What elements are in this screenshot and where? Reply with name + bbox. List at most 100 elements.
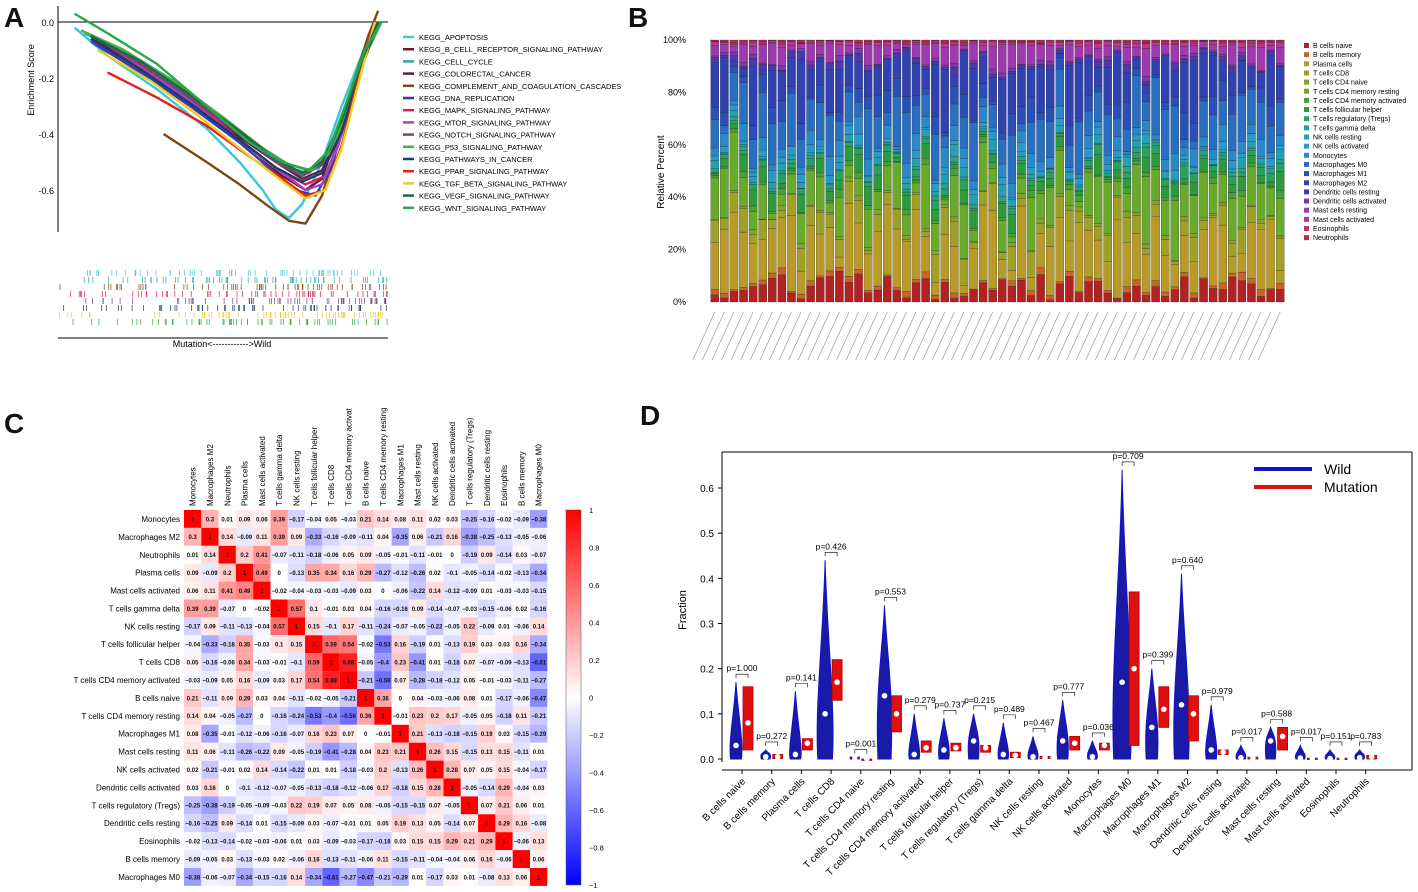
heatmap-cell-value: 0.03 [446,517,458,523]
legend-swatch-t-cells-follicular-helper [1304,107,1309,113]
sample-tick-label [1075,311,1099,361]
bar-segment-t-cells-cd4-naive [969,241,978,243]
bar-segment-t-cells-regulatory-tregs [729,120,739,124]
bar-segment-b-cells-naive [1074,292,1084,303]
bar-segment-t-cells-follicular-helper [892,157,902,162]
bar-segment-dendritic-cells-resting [806,64,815,71]
heatmap-cell [322,796,340,815]
heatmap-cell [374,832,392,851]
bar-segment-t-cells-regulatory-tregs [844,142,854,147]
bar-segment-b-cells-memory [1065,271,1074,277]
bar-segment-macrophages-m2 [787,57,796,87]
bar-segment-dendritic-cells-resting [1103,60,1112,68]
bar-segment-mast-cells-activated [729,43,739,47]
heatmap-cell-value: 0.16 [516,822,528,828]
heatmap-cell-value: 0.01 [464,875,476,881]
bar-segment-b-cells-naive [998,279,1007,303]
bar-segment-monocytes [844,121,854,126]
bar-segment-nk-cells-activated [892,149,902,152]
bar-segment-mast-cells-resting [1237,47,1247,53]
stacked-bar [930,39,940,303]
bar-segment-macrophages-m1 [1151,74,1160,78]
heatmap-cell-value: 0 [450,553,454,559]
bar-segment-nk-cells-resting [1170,179,1180,182]
heatmap-cell-value: −0.06 [514,696,530,702]
heatmap-cell-value: 0.01 [429,643,441,649]
bar-segment-dendritic-cells-activated [1141,76,1151,82]
bar-segment-b-cells-naive [777,274,787,303]
bar-segment-t-cells-cd8 [863,250,873,255]
bar-segment-b-cells-memory [1045,295,1055,300]
bar-segment-t-cells-follicular-helper [1275,171,1285,192]
bar-segment-t-cells-cd4-memory-resting [825,202,835,213]
bar-segment-b-cells-memory [902,291,911,298]
bar-segment-monocytes [729,100,739,106]
bar-segment-plasma-cells [1151,216,1160,281]
bar-segment-macrophages-m1 [863,95,873,109]
heatmap-cell [184,617,202,636]
heatmap-cell [322,814,340,833]
bar-segment-plasma-cells [1275,270,1285,284]
bar-segment-t-cells-cd4-memory-activated [1132,160,1141,165]
bar-segment-macrophages-m2 [1055,53,1065,58]
col-label-eosinophils: Eosinophils [500,465,509,506]
bar-segment-nk-cells-resting [892,151,902,153]
heatmap-cell-value: −0.03 [306,589,322,595]
heatmap-cell [218,850,236,868]
sample-tick-label [1133,311,1156,361]
heatmap-cell [253,832,271,851]
bar-segment-t-cells-cd4-naive [1189,233,1199,238]
heatmap-cell-value: −0.13 [237,857,253,863]
panel-d-y-tick: 0.5 [700,529,714,540]
bar-segment-nk-cells-activated [1017,142,1026,152]
bar-segment-mast-cells-activated [969,41,978,44]
bar-segment-monocytes [1132,127,1141,136]
bar-segment-monocytes [806,130,815,145]
panel-b-stacked-bar-chart: Relative Percent 100%80%60%40%20%0% B ce… [656,35,1406,361]
bar-segment-mast-cells-activated [902,43,911,45]
bar-segment-t-cells-cd4-memory-resting [940,199,950,205]
es-line-kegg-b-cell-receptor-signaling-pathway [90,21,383,192]
bar-segment-dendritic-cells-resting [1093,60,1103,68]
heatmap-cell [201,527,219,546]
bar-segment-plasma-cells [1084,229,1093,278]
heatmap-cell-value: 0.08 [464,696,476,702]
significance-bracket [1151,660,1165,665]
heatmap-cell [374,510,392,528]
bar-segment-t-cells-cd8 [1122,217,1132,243]
heatmap-cell [530,832,548,851]
panel-d-y-tick: 0.6 [700,484,714,495]
heatmap-cell [374,635,392,654]
bar-segment-mast-cells-resting [1218,46,1227,55]
bar-segment-t-cells-cd4-naive [1160,235,1170,240]
heatmap-cell-value: −0.21 [427,535,443,541]
bar-segment-t-cells-cd4-memory-resting [1007,236,1017,243]
heatmap-cell-value: −0.09 [202,678,218,684]
significance-bracket [1210,696,1224,701]
bar-segment-t-cells-cd4-naive [978,190,988,192]
heatmap-cell [253,850,271,868]
heatmap-cell-value: 0.09 [221,822,233,828]
heatmap-cell [408,796,427,815]
col-label-t-cells-cd4-memory-resting: T cells CD4 memory resting [379,408,388,506]
bar-segment-t-cells-follicular-helper [988,154,997,163]
heatmap-cell [184,671,202,689]
bar-segment-t-cells-cd4-naive [883,190,892,193]
bar-segment-b-cells-naive [892,290,902,303]
bar-segment-macrophages-m1 [710,106,720,121]
bar-segment-dendritic-cells-resting [768,65,777,71]
bar-segment-t-cells-follicular-helper [1237,176,1247,191]
bar-segment-t-cells-cd4-naive [1055,193,1065,197]
heatmap-cell [460,653,479,672]
bar-segment-b-cells-naive [1218,289,1227,303]
heatmap-cell [218,814,236,833]
sample-tick-label [980,311,1003,361]
heatmap-cell-value: −0.16 [202,660,218,666]
median-wild-mast-cells-activated [1297,755,1304,761]
bar-segment-monocytes [1141,120,1151,131]
heatmap-cell-value: −0.34 [237,875,253,881]
bar-segment-t-cells-cd4-naive [1017,193,1026,199]
heatmap-cell-value: −0.03 [514,589,530,595]
bar-segment-t-cells-cd4-memory-activated [1266,185,1275,189]
stacked-bar [815,39,825,303]
